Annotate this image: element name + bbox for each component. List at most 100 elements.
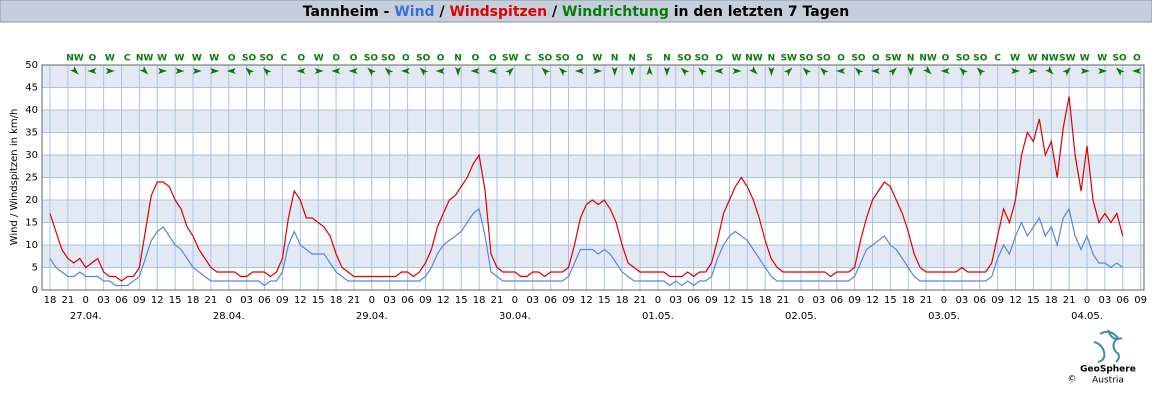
y-tick-label: 30: [25, 150, 38, 161]
direction-label: C: [524, 54, 531, 64]
y-tick-label: 35: [25, 128, 38, 139]
x-tick-label: 06: [544, 295, 557, 306]
x-tick-label: 09: [1134, 295, 1147, 306]
grid-band: [42, 245, 1144, 268]
logo-sub: Austria: [1092, 376, 1124, 386]
title-part: Wind: [394, 4, 434, 20]
direction-arrow: [854, 67, 864, 76]
y-tick-label: 40: [25, 105, 38, 116]
direction-label: SO: [381, 54, 395, 64]
direction-arrow: [940, 67, 950, 74]
x-tick-label: 21: [634, 295, 647, 306]
date-label: 03.05.: [928, 311, 960, 322]
plot-frame: [41, 64, 1145, 291]
x-tick-label: 0: [226, 295, 232, 306]
direction-arrow: [783, 67, 793, 76]
direction-label: SO: [973, 54, 987, 64]
direction-label: NW: [745, 54, 763, 64]
y-tick-label: 25: [25, 173, 38, 184]
direction-arrow: [175, 67, 185, 74]
direction-arrow: [1028, 67, 1038, 74]
grid-band: [42, 65, 1144, 88]
x-tick-label: 12: [437, 295, 450, 306]
direction-label: W: [105, 54, 115, 64]
direction-arrow: [245, 67, 255, 76]
direction-label: SO: [695, 54, 709, 64]
x-tick-label: 09: [133, 295, 146, 306]
x-tick-label: 21: [61, 295, 74, 306]
direction-arrow: [348, 68, 358, 75]
direction-arrow: [820, 67, 829, 76]
direction-label: N: [907, 54, 915, 64]
direction-arrow: [70, 66, 79, 75]
direction-label: W: [732, 54, 742, 64]
title-part: Windspitzen: [449, 4, 547, 20]
direction-label: O: [489, 54, 497, 64]
direction-arrow: [226, 67, 236, 74]
direction-label: O: [942, 54, 950, 64]
direction-arrow: [749, 66, 758, 75]
direction-label: W: [314, 54, 324, 64]
x-tick-label: 21: [1063, 295, 1076, 306]
direction-label: SO: [416, 54, 430, 64]
direction-arrow: [331, 67, 341, 74]
direction-arrow: [455, 67, 462, 76]
direction-label: W: [592, 54, 602, 64]
x-tick-label: 12: [866, 295, 879, 306]
x-tick-label: 12: [151, 295, 164, 306]
direction-arrow: [419, 67, 429, 76]
x-tick-label: 03: [955, 295, 968, 306]
direction-arrow: [923, 66, 932, 75]
direction-label: W: [157, 54, 167, 64]
direction-arrow: [714, 67, 724, 74]
x-tick-label: 18: [44, 295, 57, 306]
x-tick-label: 18: [473, 295, 486, 306]
x-tick-label: 0: [369, 295, 375, 306]
direction-arrow: [210, 68, 220, 75]
copyright: ©: [1068, 375, 1077, 385]
direction-label: SO: [555, 54, 569, 64]
direction-label: O: [297, 54, 305, 64]
x-tick-label: 06: [1116, 295, 1129, 306]
direction-arrow: [768, 67, 775, 76]
direction-arrow: [105, 68, 115, 75]
grid-band: [42, 200, 1144, 223]
x-tick-label: 03: [240, 295, 253, 306]
x-tick-label: 03: [1099, 295, 1112, 306]
direction-arrow: [558, 67, 568, 76]
date-label: 01.05.: [642, 311, 674, 322]
direction-arrow: [593, 67, 603, 74]
x-tick-label: 12: [580, 295, 593, 306]
direction-label: O: [576, 54, 584, 64]
y-tick-label: 10: [25, 240, 38, 251]
direction-arrow: [646, 66, 653, 75]
date-label: 30.04.: [499, 311, 531, 322]
direction-arrow: [1098, 67, 1108, 74]
direction-label: NW: [136, 54, 154, 64]
x-tick-label: 0: [798, 295, 804, 306]
x-tick-label: 15: [169, 295, 182, 306]
direction-label: O: [872, 54, 880, 64]
x-tick-label: 06: [401, 295, 414, 306]
direction-label: SW: [1059, 54, 1075, 64]
y-tick-label: 5: [32, 263, 38, 274]
x-tick-label: 09: [562, 295, 575, 306]
x-tick-label: 15: [312, 295, 325, 306]
direction-arrow: [907, 67, 914, 76]
direction-label: O: [472, 54, 480, 64]
direction-arrow: [262, 67, 272, 76]
direction-label: SO: [956, 54, 970, 64]
direction-arrow: [680, 67, 690, 76]
title-part: Tannheim -: [303, 4, 395, 20]
y-tick-label: 45: [25, 83, 38, 94]
direction-label: W: [1097, 54, 1107, 64]
direction-label: SO: [242, 54, 256, 64]
direction-label: O: [228, 54, 236, 64]
direction-label: SO: [538, 54, 552, 64]
direction-arrow: [505, 67, 514, 76]
direction-label: O: [715, 54, 723, 64]
direction-label: SW: [781, 54, 797, 64]
x-tick-label: 09: [419, 295, 432, 306]
x-tick-label: 03: [669, 295, 682, 306]
